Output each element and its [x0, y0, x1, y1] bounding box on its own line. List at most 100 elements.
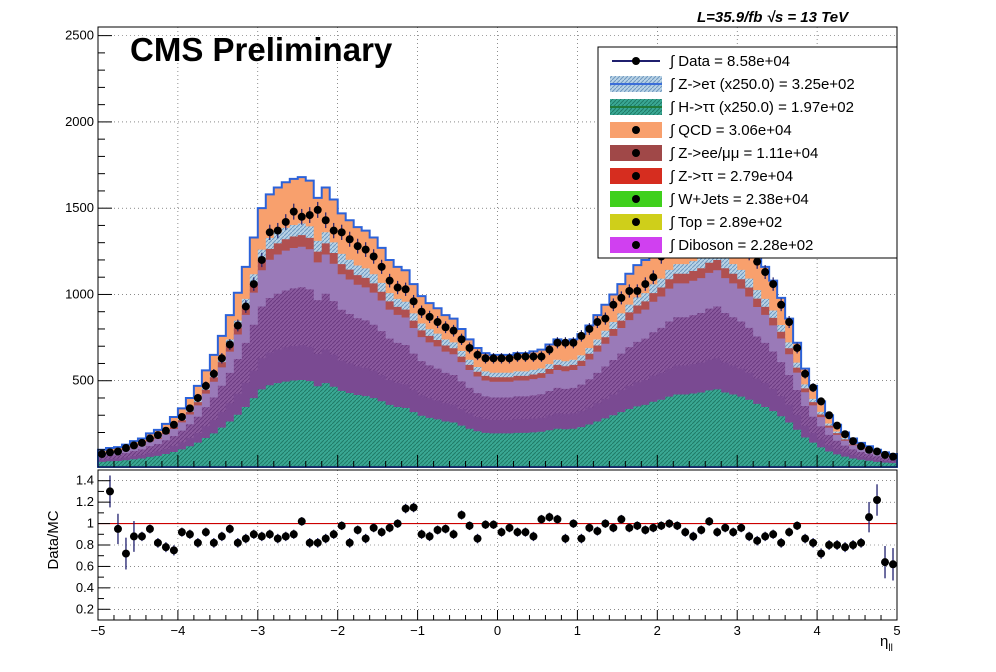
data-point — [385, 276, 394, 285]
ratio-point — [417, 530, 426, 539]
data-point — [889, 452, 898, 461]
data-point — [561, 338, 570, 347]
ratio-point — [145, 524, 154, 533]
data-point — [97, 450, 106, 459]
data-point — [753, 257, 762, 266]
data-point — [369, 252, 378, 261]
x-tick-label: 4 — [813, 623, 820, 638]
legend-entry-htt: ∫ H->ττ (x250.0) = 1.97e+02 — [610, 99, 854, 116]
ratio-point — [425, 532, 434, 541]
ratio-point — [641, 526, 650, 534]
legend-entry-ztt: ∫ Z->ττ = 2.79e+04 — [610, 168, 793, 185]
ratio-point — [737, 523, 746, 532]
ratio-point — [577, 534, 586, 543]
legend-label-top: ∫ Top = 2.89e+02 — [669, 214, 782, 231]
data-point — [185, 404, 194, 413]
ratio-point — [369, 523, 378, 532]
data-point — [169, 420, 178, 429]
data-point — [273, 226, 282, 235]
y-tick-label: 2000 — [65, 114, 94, 129]
ratio-point — [713, 528, 722, 537]
data-point — [361, 245, 370, 254]
ratio-point — [849, 541, 858, 549]
legend-label-wjets: ∫ W+Jets = 2.38e+04 — [669, 191, 809, 208]
ratio-point — [297, 517, 306, 526]
data-point — [473, 350, 482, 359]
ratio-point — [481, 520, 490, 529]
ratio-point — [305, 538, 314, 547]
data-point — [249, 280, 258, 289]
ratio-point — [161, 543, 170, 552]
ratio-point — [833, 541, 842, 549]
ratio-point — [225, 524, 234, 533]
data-point — [105, 448, 114, 457]
ratio-point — [137, 532, 146, 541]
data-point — [337, 228, 346, 237]
data-point — [329, 226, 338, 235]
x-tick-label: 5 — [893, 623, 900, 638]
data-point — [777, 300, 786, 309]
ratio-point — [705, 517, 714, 526]
legend-label-htt: ∫ H->ττ (x250.0) = 1.97e+02 — [669, 99, 854, 116]
data-point — [497, 354, 506, 363]
x-tick-label: −3 — [250, 623, 265, 638]
data-point — [441, 323, 450, 332]
data-point — [521, 352, 530, 361]
legend-marker-zll — [632, 149, 640, 157]
data-point — [161, 426, 170, 435]
ratio-point — [489, 520, 498, 529]
ratio-point — [857, 538, 866, 547]
data-point — [137, 438, 146, 447]
data-point — [305, 211, 314, 220]
ratio-point — [361, 534, 370, 543]
ratio-y-tick-label: 1 — [87, 516, 94, 531]
ratio-point — [801, 534, 810, 543]
legend-entry-data: ∫ Data = 8.58e+04 — [612, 53, 790, 70]
data-point — [593, 318, 602, 327]
ratio-point — [201, 528, 210, 537]
y-tick-label: 2500 — [65, 28, 94, 43]
legend-label-zll: ∫ Z->ee/μμ = 1.11e+04 — [669, 145, 818, 162]
data-point — [217, 354, 226, 363]
data-point — [761, 268, 770, 277]
data-point — [377, 262, 386, 271]
data-point — [649, 273, 658, 282]
ratio-point — [777, 538, 786, 547]
data-point — [769, 280, 778, 289]
data-point — [545, 345, 554, 354]
data-point — [313, 205, 322, 214]
legend: ∫ Data = 8.58e+04 ∫ Z->eτ (x250.0) = 3.25… — [597, 46, 898, 259]
data-point — [633, 287, 642, 295]
ratio-point — [281, 532, 290, 541]
ratio-points — [105, 475, 898, 581]
data-point — [145, 434, 154, 443]
ratio-y-tick-label: 1.2 — [76, 494, 94, 509]
data-point — [849, 437, 858, 446]
data-point — [153, 431, 162, 440]
data-point — [225, 340, 234, 349]
ratio-point — [105, 487, 114, 496]
ratio-point — [241, 534, 250, 543]
data-point — [177, 412, 186, 421]
ratio-point — [113, 524, 122, 533]
ratio-point — [601, 519, 610, 528]
ratio-x-axis: −5 −4 −3 −2 −1 0 1 2 3 4 5 — [91, 610, 901, 638]
ratio-point — [329, 530, 338, 539]
data-point — [449, 326, 458, 335]
ratio-point — [585, 523, 594, 532]
legend-entry-zll: ∫ Z->ee/μμ = 1.11e+04 — [610, 145, 818, 162]
x-axis-title-main: η — [880, 633, 888, 650]
legend-marker-ztt — [632, 172, 640, 180]
ratio-point — [393, 519, 402, 528]
ratio-point — [841, 543, 850, 552]
data-point — [265, 228, 274, 237]
y-tick-label: 1500 — [65, 200, 94, 215]
data-point — [873, 447, 882, 456]
ratio-point — [377, 528, 386, 537]
lumi-label: L=35.9/fb √s = 13 TeV — [697, 9, 850, 26]
legend-marker-wjets — [632, 195, 640, 203]
ratio-point — [209, 538, 218, 547]
data-point — [481, 354, 490, 363]
ratio-point — [721, 523, 730, 532]
